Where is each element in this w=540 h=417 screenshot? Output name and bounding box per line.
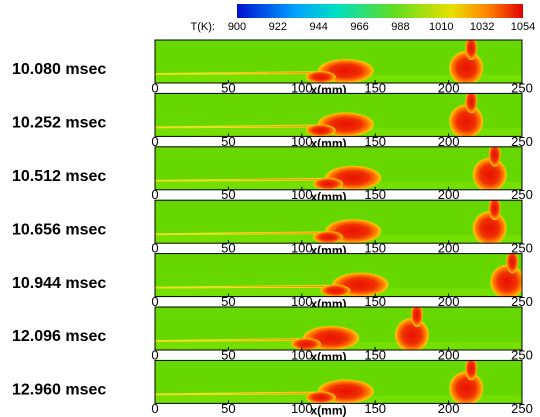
contour-plot (155, 143, 522, 192)
flame (395, 318, 429, 352)
x-tick-label: 250 (511, 401, 533, 416)
colorbar-tick-label: 1010 (429, 21, 453, 33)
colorbar-tick-label: 966 (350, 21, 368, 33)
contour-plot (155, 36, 522, 85)
time-label: 10.512 msec (12, 168, 106, 185)
vortex-tail (313, 178, 343, 190)
contour-plot (155, 89, 522, 138)
x-axis-label: x(mm) (310, 404, 346, 417)
vortex-tail (313, 231, 343, 243)
flame (473, 211, 507, 245)
time-label: 10.656 msec (12, 221, 106, 238)
time-label: 12.960 msec (12, 382, 106, 399)
panel: 12.960 msec 0 50 100 150 200 250 x(mm) (12, 356, 533, 417)
x-tick-label: 50 (221, 401, 235, 416)
contour-plot (155, 250, 524, 299)
time-label: 10.080 msec (12, 61, 106, 78)
time-label: 10.252 msec (12, 115, 106, 132)
colorbar-tick-label: 944 (310, 21, 328, 33)
time-label: 10.944 msec (12, 275, 106, 292)
flame (473, 158, 507, 192)
vortex-tail (321, 285, 351, 297)
x-tick-label: 100 (291, 401, 313, 416)
colorbar-tick-label: 988 (391, 21, 409, 33)
contour-plot (155, 356, 522, 405)
time-label: 12.096 msec (12, 328, 106, 345)
x-tick-label: 0 (151, 401, 158, 416)
colorbar-tick-label: 1054 (511, 21, 535, 33)
colorbar-label: T(K): (191, 21, 215, 33)
colorbar (237, 4, 523, 18)
figure: T(K): 900 922 944 966 988 1010 1032 1054 10.080 … (0, 0, 540, 417)
contour-plot (155, 196, 522, 245)
colorbar-tick-label: 900 (228, 21, 246, 33)
colorbar-tick-label: 922 (269, 21, 287, 33)
x-tick-label: 150 (364, 401, 386, 416)
contour-plot (155, 303, 522, 352)
x-tick-label: 200 (438, 401, 460, 416)
colorbar-tick-label: 1032 (470, 21, 494, 33)
